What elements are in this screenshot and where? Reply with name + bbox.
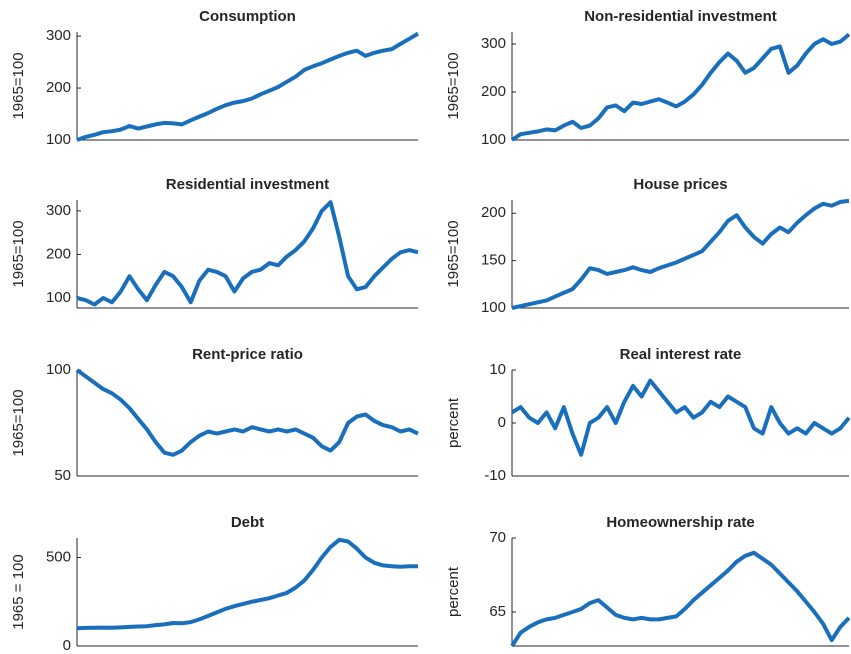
y-axis-label: 1965=100	[10, 389, 27, 456]
y-tick-label: 0	[63, 637, 71, 654]
panel-title: Consumption	[199, 8, 296, 25]
data-line	[511, 198, 850, 310]
data-line	[510, 32, 851, 142]
y-tick-label: 65	[489, 603, 506, 620]
y-tick-label: 300	[46, 27, 71, 44]
y-axis-label: 1965=100	[10, 52, 27, 119]
data-line	[510, 378, 851, 457]
y-axis-label: 1965=100	[10, 220, 27, 287]
panel-title: Non-residential investment	[584, 8, 777, 25]
y-axis-label: percent	[445, 566, 462, 617]
data-line	[76, 537, 418, 631]
y-tick-label: 200	[46, 79, 71, 96]
y-tick-label: 200	[481, 83, 506, 100]
y-tick-label: -10	[484, 467, 506, 484]
y-tick-label: 70	[489, 529, 506, 546]
y-tick-label: 300	[46, 202, 71, 219]
y-axis-label: 1965 = 100	[10, 554, 27, 630]
y-tick-label: 100	[481, 299, 506, 316]
panel-title: Real interest rate	[620, 346, 742, 363]
panel-title: Residential investment	[166, 176, 329, 193]
y-tick-label: 100	[46, 361, 71, 378]
y-axis-label: percent	[445, 397, 462, 448]
data-line	[76, 200, 419, 307]
y-tick-label: 100	[46, 131, 71, 148]
panel-title: Homeownership rate	[606, 514, 754, 531]
y-tick-label: 50	[54, 467, 71, 484]
y-tick-label: 300	[481, 35, 506, 52]
y-tick-label: 10	[489, 361, 506, 378]
y-tick-label: 100	[46, 289, 71, 306]
y-tick-label: 500	[46, 548, 71, 565]
panel-title: House prices	[633, 176, 727, 193]
y-tick-label: 200	[46, 245, 71, 262]
y-tick-label: 200	[481, 204, 506, 221]
y-tick-label: 150	[481, 252, 506, 269]
y-tick-label: 100	[481, 131, 506, 148]
data-line	[75, 368, 419, 457]
y-axis-label: 1965=100	[445, 52, 462, 119]
y-tick-label: 0	[498, 414, 506, 431]
data-line	[76, 31, 420, 142]
panel-title: Rent-price ratio	[192, 346, 303, 363]
y-axis-label: 1965=100	[445, 220, 462, 287]
data-line	[510, 550, 851, 648]
panel-title: Debt	[231, 514, 264, 531]
